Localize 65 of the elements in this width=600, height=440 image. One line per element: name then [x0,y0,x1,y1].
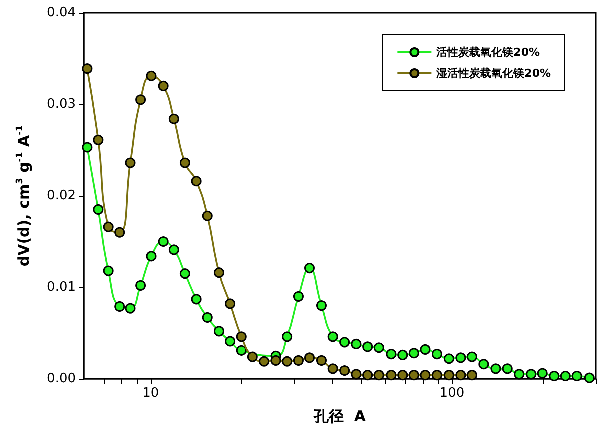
point [466,352,478,362]
y-axis-title: dV(d), cm3 g-1 A-1 [15,125,33,267]
point [374,342,384,354]
point [444,370,454,381]
point [328,364,338,374]
point [420,344,431,355]
point [304,352,315,364]
point [236,332,247,342]
legend-label: 活性炭载氧化镁20% [436,46,540,59]
point [362,370,374,381]
point [374,370,384,381]
point [340,366,350,376]
point [214,268,224,278]
point [408,348,420,359]
point [293,355,304,366]
point [270,355,282,366]
point [146,251,157,262]
point [398,370,408,381]
y-tick-label: 0.02 [47,188,76,204]
point [202,312,213,323]
point [340,337,350,348]
point [456,370,466,381]
point [259,356,270,367]
point [432,349,442,360]
point [180,268,190,280]
x-tick-label: 100 [440,386,465,401]
point [168,114,180,124]
point [351,369,362,380]
y-tick-label: 0.03 [47,97,76,112]
x-tick-label: 10 [142,386,160,401]
x-axis-title: 孔径 A [312,408,366,426]
point [304,263,315,274]
point [478,359,490,370]
point [456,352,466,364]
point [191,176,202,187]
point [328,332,338,342]
point [225,336,236,347]
point [146,70,157,82]
point [225,298,236,310]
point [168,244,180,256]
point [316,300,327,312]
point [316,355,327,366]
point [398,350,408,360]
y-tick-label: 0.00 [47,372,76,386]
point [180,158,190,168]
point [420,370,431,381]
point [351,338,362,350]
point [282,332,293,342]
point [202,210,213,222]
point [191,294,202,305]
point [444,354,454,364]
point [236,345,247,356]
point [386,370,397,381]
y-tick-label: 0.04 [47,6,76,20]
point [214,326,224,337]
point [432,370,442,381]
legend-label: 湿活性炭载氧化镁20% [436,67,552,80]
y-tick-label: 0.01 [47,280,76,295]
point [282,356,293,367]
point [293,291,304,302]
point [408,370,420,381]
point [466,370,478,381]
point [362,342,374,352]
point [247,352,258,362]
point [386,349,397,360]
